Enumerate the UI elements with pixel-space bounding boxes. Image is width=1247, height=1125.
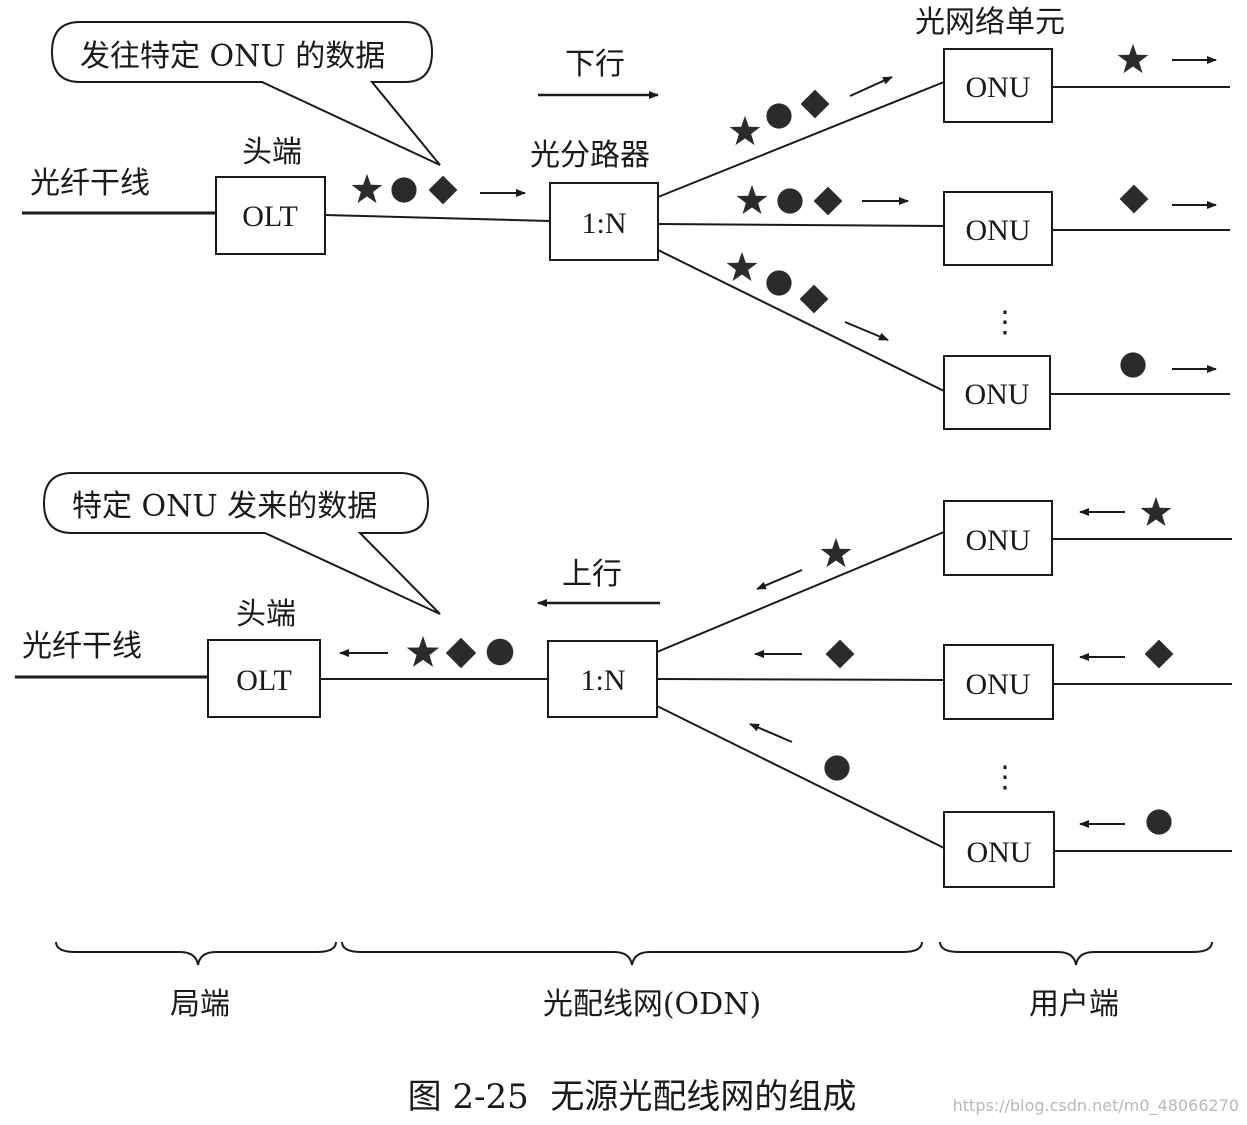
upstream-bubble: [42, 472, 441, 615]
downstream-olt-label: OLT: [242, 200, 298, 233]
diamond-icon: [445, 637, 477, 669]
brace-office: [55, 941, 337, 966]
downstream-onu-label: ONU: [965, 378, 1030, 411]
circle-icon: [1120, 352, 1146, 378]
section-odn-label: 光配线网(ODN): [543, 987, 761, 1022]
upstream-onu-label: ONU: [966, 668, 1031, 701]
arrow-icon: [756, 569, 803, 590]
upstream-headend-label: 头端: [236, 597, 296, 632]
upstream-onu-box: [943, 644, 1054, 720]
downstream-diagram: 发往特定 ONU 的数据 光纤干线 头端 OLT 下行 光分路器 1:N: [22, 5, 1230, 430]
downstream-fiber-label: 光纤干线: [30, 166, 150, 201]
circle-icon: [766, 103, 792, 129]
downstream-headend-label: 头端: [242, 135, 302, 170]
section-braces: [55, 941, 1213, 966]
diamond-icon: [800, 89, 830, 119]
downstream-bubble-text: 发往特定 ONU 的数据: [80, 39, 385, 74]
downstream-onu-box: [943, 191, 1053, 266]
circle-icon: [777, 188, 803, 214]
star-icon: [726, 251, 758, 282]
downstream-onu-box: [943, 48, 1053, 123]
upstream-olt-box: [207, 639, 321, 718]
star-icon: [820, 537, 852, 568]
star-icon: [406, 635, 440, 667]
downstream-onu-label: ONU: [966, 214, 1031, 247]
circle-icon: [766, 270, 792, 296]
section-user-label: 用户端: [1029, 987, 1119, 1022]
star-icon: [1117, 43, 1149, 74]
upstream-direction-label: 上行: [562, 557, 622, 592]
upstream-bubble-text: 特定 ONU 发来的数据: [72, 489, 377, 524]
diamond-icon: [1144, 639, 1174, 669]
figure-caption: 图 2-25 无源光配线网的组成: [408, 1077, 857, 1117]
circle-icon: [824, 755, 850, 781]
star-icon: [736, 184, 768, 215]
upstream-onu-box: [943, 811, 1055, 888]
circle-icon: [1146, 809, 1172, 835]
circle-icon: [486, 638, 514, 666]
downstream-splitter-box: [549, 182, 659, 261]
star-icon: [1140, 496, 1172, 527]
diamond-icon: [428, 175, 458, 205]
upstream-ellipsis: ⋮: [990, 760, 1020, 795]
circle-icon: [391, 177, 417, 203]
downstream-splitter-text: 1:N: [582, 207, 627, 240]
diamond-icon: [813, 186, 843, 216]
diamond-icon: [825, 639, 855, 669]
diamond-icon: [799, 284, 829, 314]
upstream-fiber-label: 光纤干线: [22, 629, 142, 664]
upstream-olt-label: OLT: [236, 664, 292, 697]
arrow-icon: [749, 723, 793, 743]
downstream-direction-label: 下行: [565, 47, 625, 82]
downstream-bubble: [50, 21, 441, 166]
brace-user: [939, 941, 1213, 966]
upstream-onu-label: ONU: [966, 524, 1031, 557]
arrow-icon: [844, 321, 889, 341]
brace-odn: [341, 941, 923, 966]
diamond-icon: [1119, 184, 1149, 214]
star-icon: [729, 115, 761, 146]
downstream-onu-unit-label: 光网络单元: [915, 5, 1065, 40]
downstream-splitter-label: 光分路器: [530, 138, 650, 173]
arrow-icon: [849, 76, 893, 97]
section-office-label: 局端: [170, 987, 230, 1022]
upstream-diagram: 特定 ONU 发来的数据 光纤干线 头端 OLT 上行 1:N ONU ONU …: [15, 472, 1232, 888]
upstream-splitter-text: 1:N: [581, 664, 626, 697]
downstream-onu-box: [943, 355, 1051, 430]
watermark: https://blog.csdn.net/m0_48066270: [952, 1096, 1239, 1115]
star-icon: [351, 173, 383, 204]
upstream-onu-label: ONU: [967, 836, 1032, 869]
downstream-ellipsis: ⋮: [990, 305, 1020, 340]
downstream-onu-label: ONU: [966, 71, 1031, 104]
